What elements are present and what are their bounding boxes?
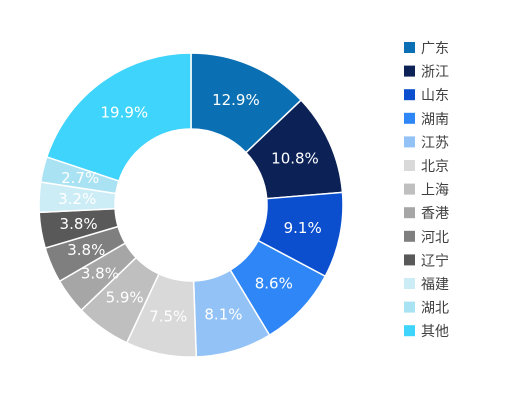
legend-swatch-江苏 <box>404 136 415 148</box>
slice-label-山东: 9.1% <box>284 219 322 237</box>
legend-swatch-广东 <box>404 42 415 53</box>
legend-label-湖南: 湖南 <box>421 112 449 128</box>
legend-swatch-河北 <box>404 230 415 242</box>
slice-label-上海: 5.9% <box>106 289 144 307</box>
legend-swatch-香港 <box>404 207 415 219</box>
legend-swatch-山东 <box>404 89 415 101</box>
legend-label-上海: 上海 <box>421 183 449 199</box>
legend-label-广东: 广东 <box>421 41 449 57</box>
legend-label-福建: 福建 <box>421 277 449 293</box>
legend-swatch-北京 <box>404 160 415 171</box>
legend-swatch-福建 <box>404 278 415 289</box>
legend-swatch-湖北 <box>404 301 415 313</box>
legend-swatch-其他 <box>404 325 415 337</box>
slice-其他 <box>45 52 192 182</box>
donut-slices <box>38 52 344 358</box>
legend-label-北京: 北京 <box>421 159 449 175</box>
slice-label-福建: 3.2% <box>58 190 96 208</box>
slice-label-湖南: 8.6% <box>255 274 293 292</box>
slice-label-其他: 19.9% <box>101 104 149 122</box>
legend-swatch-辽宁 <box>404 254 415 266</box>
legend-swatch-湖南 <box>404 112 415 124</box>
legend-label-山东: 山东 <box>421 88 449 104</box>
slice-labels: 12.9% 10.8% 9.1% 8.6% 8.1% 7.5% 5.9% 3.8% 3.8% 3.… <box>58 91 322 325</box>
slice-label-湖北: 2.7% <box>61 169 99 187</box>
legend-label-辽宁: 辽宁 <box>421 252 449 269</box>
legend-label-其他: 其他 <box>421 324 449 340</box>
legend-label-湖北: 湖北 <box>421 301 449 317</box>
legend-swatch-浙江 <box>404 65 415 77</box>
legend-label-香港: 香港 <box>421 206 449 222</box>
legend-label-浙江: 浙江 <box>421 65 449 81</box>
slice-label-辽宁: 3.8% <box>60 215 98 233</box>
slice-label-香港: 3.8% <box>81 265 119 283</box>
legend-label-江苏: 江苏 <box>421 135 449 151</box>
slice-label-江苏: 8.1% <box>204 305 242 323</box>
legend-label-河北: 河北 <box>421 230 449 246</box>
slice-label-河北: 3.8% <box>67 241 105 259</box>
slice-label-北京: 7.5% <box>149 308 187 326</box>
slice-label-广东: 12.9% <box>212 91 260 109</box>
slice-label-浙江: 10.8% <box>271 149 319 167</box>
legend-swatch-上海 <box>404 183 415 195</box>
